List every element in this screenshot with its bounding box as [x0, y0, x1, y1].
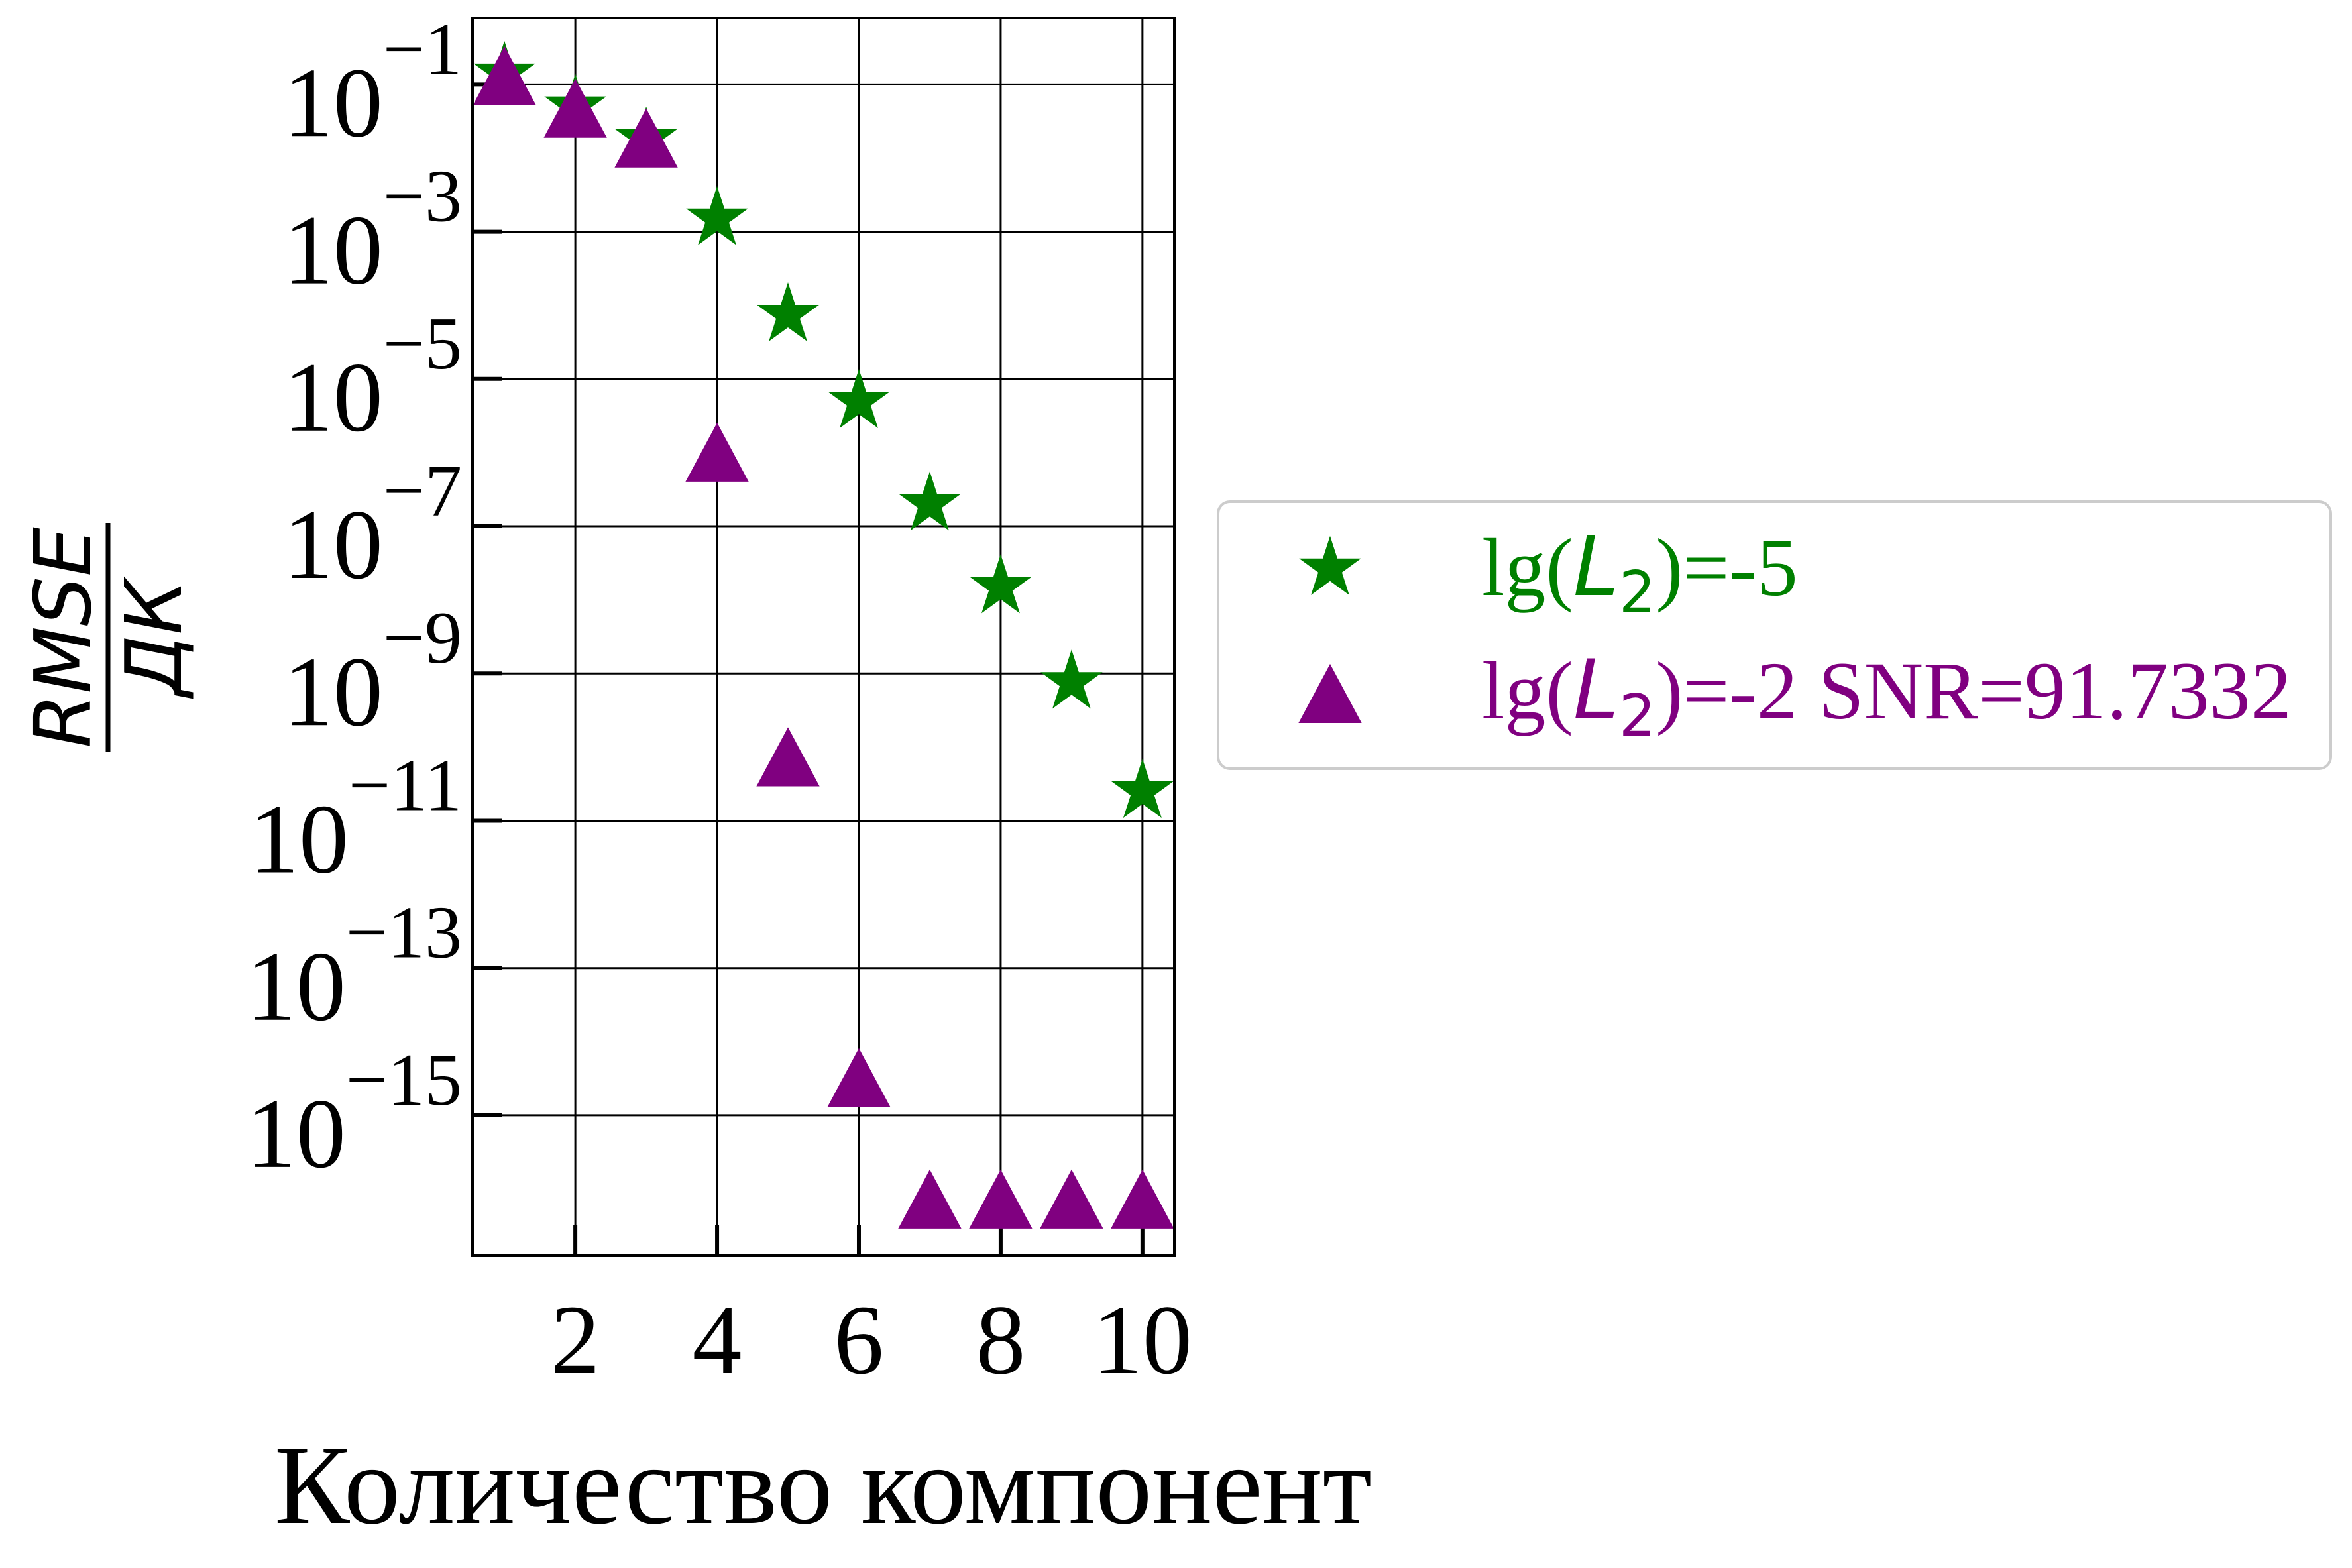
y-tick-label: 10−5 — [284, 303, 462, 453]
y-tick-label-base: 10 — [284, 48, 383, 158]
y-tick-label-exponent: −5 — [383, 303, 462, 385]
triangle-marker — [543, 78, 607, 138]
y-tick-label-base: 10 — [247, 932, 346, 1042]
x-tick-label: 2 — [551, 1285, 600, 1395]
star-marker — [757, 282, 819, 342]
y-tick-label: 10−1 — [284, 8, 462, 158]
y-tick-label-base: 10 — [247, 1079, 346, 1189]
y-tick-label: 10−11 — [249, 745, 462, 895]
legend-entry: lg(L2)=-5 — [1299, 520, 1798, 626]
y-tick-label-exponent: −3 — [383, 156, 462, 238]
data-markers — [473, 40, 1174, 1229]
triangle-marker — [756, 727, 820, 787]
y-axis-label: RMSE ДК — [17, 523, 199, 752]
legend: lg(L2)=-5 lg(L2)=-2 SNR=91.7332 — [1217, 500, 2332, 770]
plot-background — [473, 18, 1174, 1255]
x-tick-labels: 2 4 6 8 10 — [551, 1285, 1192, 1395]
y-axis-label-numerator: RMSE — [17, 527, 109, 748]
y-tick-label-exponent: −9 — [383, 597, 462, 679]
y-tick-label-exponent: −7 — [383, 450, 462, 532]
legend-entry: lg(L2)=-2 SNR=91.7332 — [1298, 643, 2292, 750]
legend-star-marker — [1299, 535, 1361, 595]
y-tick-label-base: 10 — [249, 785, 349, 895]
x-tick-label: 10 — [1093, 1285, 1192, 1395]
triangle-marker — [827, 1048, 891, 1107]
legend-label-subscript: 2 — [1619, 559, 1655, 626]
legend-label-subscript: 2 — [1619, 682, 1655, 750]
y-tick-label-exponent: −11 — [349, 745, 462, 827]
star-marker — [899, 471, 961, 531]
legend-label-prefix: lg( — [1482, 522, 1573, 613]
y-tick-label-exponent: −1 — [383, 8, 462, 90]
x-tick-label: 6 — [834, 1285, 883, 1395]
triangle-marker — [473, 46, 536, 105]
x-tick-label: 8 — [976, 1285, 1025, 1395]
star-marker — [686, 186, 748, 245]
triangle-marker — [1111, 1169, 1174, 1229]
x-tick-label: 4 — [693, 1285, 742, 1395]
x-axis-label: Количество компонент — [274, 1423, 1372, 1547]
y-tick-label-exponent: −13 — [346, 892, 462, 974]
triangle-marker — [1040, 1169, 1103, 1229]
y-tick-label: 10−15 — [247, 1039, 462, 1189]
y-tick-label: 10−7 — [284, 450, 462, 600]
triangle-marker — [898, 1169, 962, 1229]
legend-label-suffix: )=-5 — [1655, 522, 1798, 613]
triangle-marker — [614, 108, 678, 168]
star-marker — [828, 368, 890, 429]
legend-label-suffix: )=-2 SNR=91.7332 — [1655, 645, 2292, 736]
y-tick-label-exponent: −15 — [346, 1039, 462, 1121]
y-tick-label-base: 10 — [284, 637, 383, 747]
legend-frame — [1217, 500, 2332, 770]
y-tick-label-base: 10 — [284, 196, 383, 306]
triangle-marker — [969, 1169, 1033, 1229]
legend-label: lg(L2)=-2 SNR=91.7332 — [1482, 643, 2292, 750]
legend-label-prefix: lg( — [1482, 645, 1573, 736]
y-tick-label: 10−3 — [284, 156, 462, 306]
plot-area — [471, 17, 1176, 1257]
y-tick-label: 10−13 — [247, 892, 462, 1042]
legend-label-variable: L — [1573, 643, 1619, 738]
legend-triangle-marker — [1298, 663, 1362, 723]
star-marker — [1111, 759, 1174, 818]
star-marker — [1040, 649, 1103, 709]
y-tick-label-base: 10 — [284, 343, 383, 453]
y-tick-label: 10−9 — [284, 597, 462, 747]
legend-label: lg(L2)=-5 — [1482, 520, 1798, 626]
legend-label-variable: L — [1573, 520, 1619, 615]
y-axis-label-denominator: ДК — [108, 576, 199, 699]
triangle-marker — [685, 422, 749, 482]
y-tick-label-base: 10 — [284, 490, 383, 600]
plot-frame — [471, 17, 1176, 1257]
star-marker — [970, 554, 1032, 614]
